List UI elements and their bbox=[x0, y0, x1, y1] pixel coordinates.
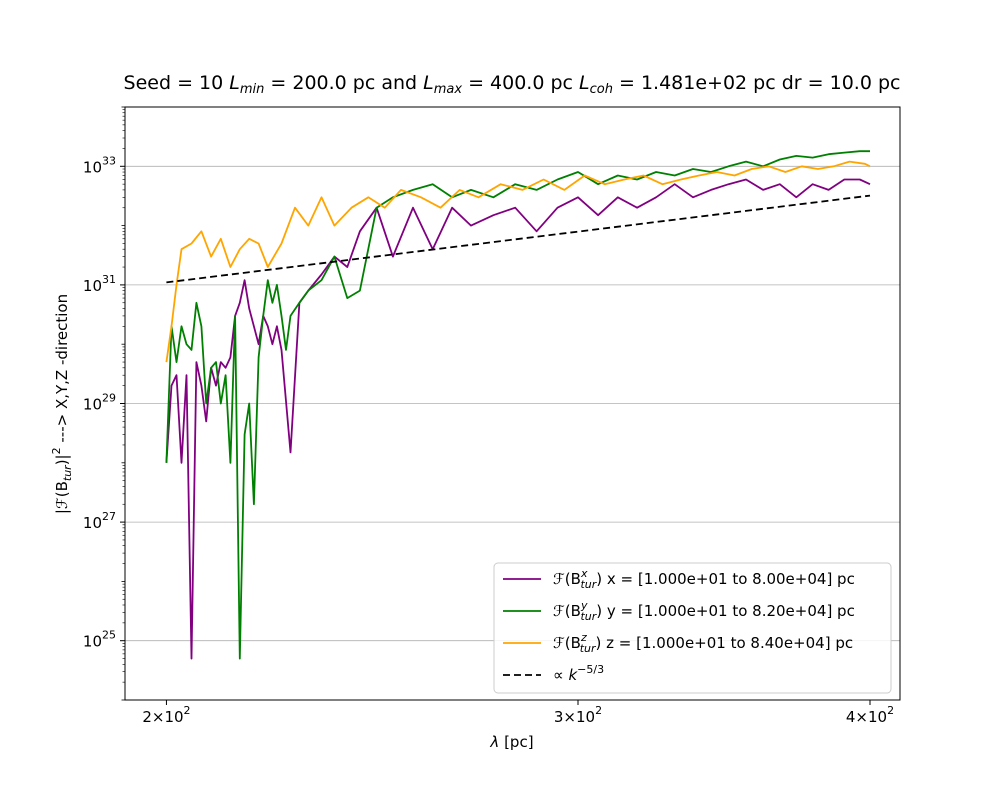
x-tick-label: 2×102 bbox=[142, 704, 190, 726]
x-tick-label: 3×102 bbox=[554, 704, 602, 726]
legend-label-2: ℱ(By tur) y = [1.000e+01 to 8.20e+04] pc bbox=[553, 599, 855, 623]
x-axis-label: λ [pc] bbox=[489, 733, 533, 751]
y-tick-label: 1031 bbox=[83, 273, 116, 295]
chart-title: Seed = 10 Lmin = 200.0 pc and Lmax = 400… bbox=[124, 72, 901, 97]
y-axis-ticks: 1025 1027 1029 1031 1033 bbox=[83, 106, 125, 701]
y-tick-label: 1029 bbox=[83, 392, 116, 414]
y-tick-label: 1033 bbox=[83, 154, 116, 176]
series-line-3 bbox=[165, 160, 871, 363]
legend-label-3: ℱ(Bz tur) z = [1.000e+01 to 8.40e+04] pc bbox=[553, 631, 853, 655]
x-axis-ticks: 2×102 3×102 4×102 bbox=[142, 700, 894, 726]
legend-label-1: ℱ(Bx tur) x = [1.000e+01 to 8.00e+04] pc bbox=[553, 567, 855, 591]
y-tick-label: 1025 bbox=[83, 629, 116, 651]
legend-label-4: ∝ k−5/3 bbox=[553, 663, 604, 684]
series-line-1 bbox=[165, 178, 871, 660]
series-group bbox=[165, 150, 871, 660]
y-axis-label: |ℱ(Btur)|2 ---> X,Y,Z -direction bbox=[50, 294, 74, 514]
legend-frame bbox=[493, 562, 892, 694]
legend: ℱ(Bx tur) x = [1.000e+01 to 8.00e+04] pc ℱ… bbox=[493, 562, 892, 694]
y-tick-label: 1027 bbox=[83, 510, 116, 532]
x-tick-label: 4×102 bbox=[846, 704, 894, 726]
series-line-2 bbox=[165, 150, 870, 660]
series-line-4 bbox=[166, 194, 871, 284]
